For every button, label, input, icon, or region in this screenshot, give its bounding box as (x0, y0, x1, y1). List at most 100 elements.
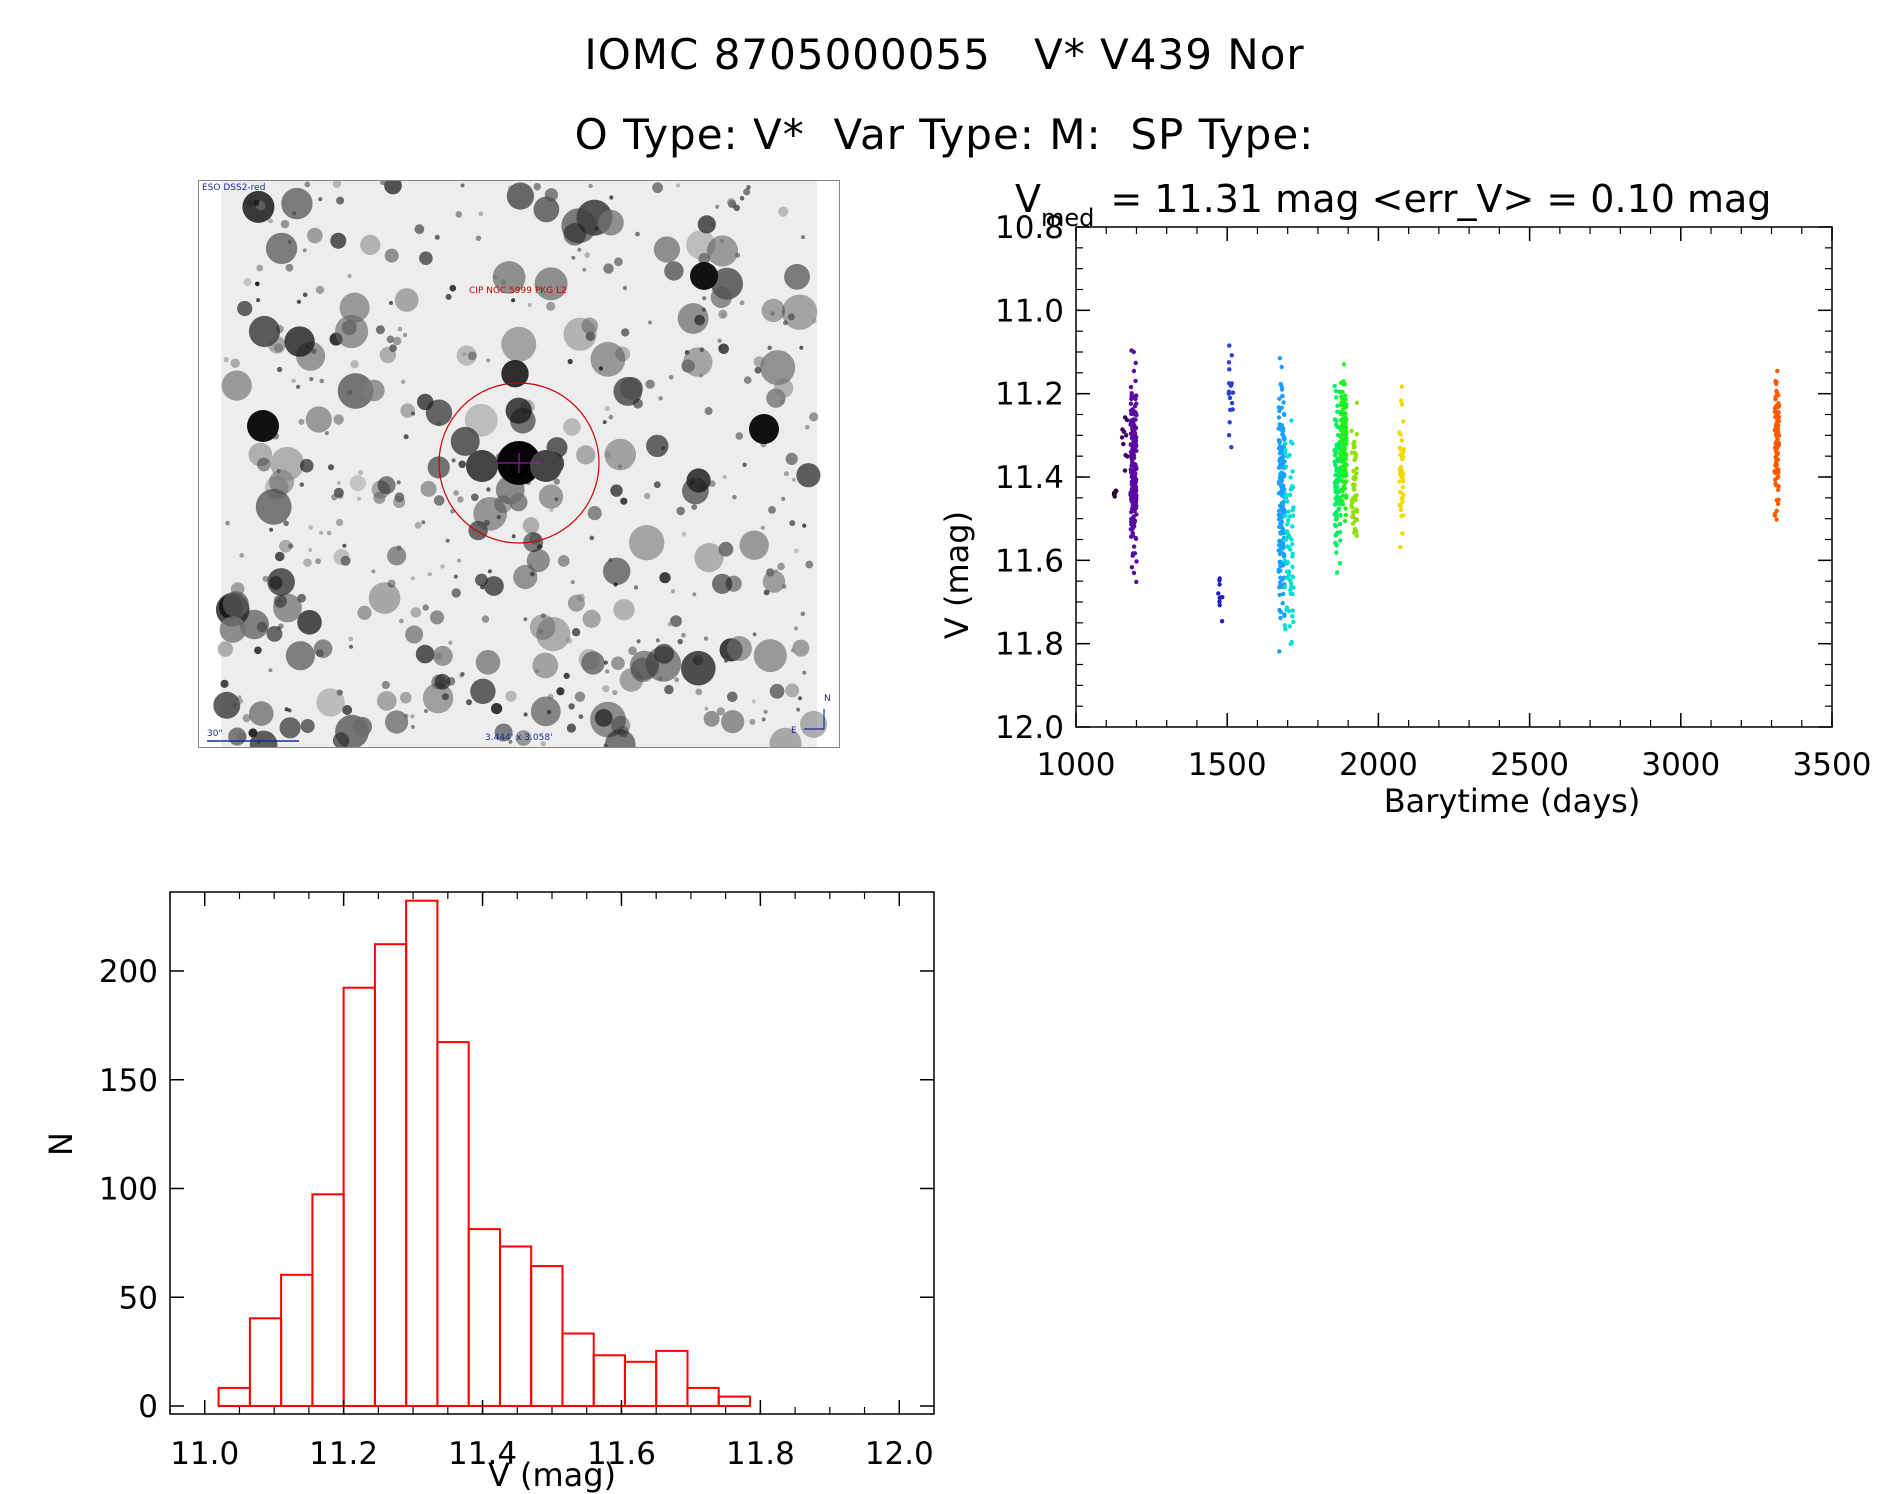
data-point (1353, 455, 1358, 461)
star (675, 183, 681, 188)
data-point (1278, 381, 1283, 387)
star (283, 520, 289, 527)
star (273, 594, 287, 608)
data-point (1288, 439, 1294, 444)
star (689, 480, 694, 485)
star (350, 360, 359, 369)
histogram-bar (311, 1193, 345, 1407)
data-point (1288, 581, 1294, 586)
star (614, 257, 623, 267)
star (400, 691, 412, 704)
star (533, 182, 541, 191)
star (753, 639, 787, 673)
data-point (1280, 493, 1285, 498)
star (310, 348, 317, 355)
data-point (1287, 545, 1292, 551)
star (460, 671, 465, 677)
data-point (1397, 445, 1403, 451)
data-point (1337, 530, 1343, 535)
data-point (1277, 396, 1282, 401)
star (411, 411, 415, 416)
star (471, 493, 479, 502)
star (529, 532, 541, 545)
data-point (1399, 384, 1404, 389)
star (491, 703, 503, 715)
star (309, 377, 314, 382)
star (792, 639, 810, 657)
star (466, 699, 472, 706)
data-point (1354, 400, 1360, 405)
data-point (1335, 424, 1341, 430)
data-point (1134, 448, 1139, 453)
data-point (1280, 393, 1285, 399)
data-point (1276, 415, 1282, 420)
star (330, 232, 347, 249)
star (692, 592, 697, 597)
data-point (1283, 464, 1289, 469)
data-point (1343, 432, 1348, 437)
star (422, 604, 429, 611)
star (220, 679, 229, 688)
star (739, 300, 745, 306)
star (648, 320, 652, 325)
data-point (1349, 500, 1355, 505)
y-tick-label: 10.8 (995, 210, 1064, 246)
data-point (1216, 591, 1221, 596)
data-point (1338, 538, 1343, 543)
star (377, 476, 396, 495)
star (268, 576, 283, 590)
data-point (1279, 529, 1285, 535)
star (632, 398, 643, 409)
data-point (1776, 401, 1781, 406)
data-point (1335, 403, 1340, 408)
sky-margin-right (817, 181, 839, 747)
star (358, 470, 363, 476)
star (661, 446, 666, 451)
data-point (1397, 502, 1402, 508)
data-point (1290, 469, 1295, 474)
star (332, 732, 350, 747)
star (677, 303, 709, 334)
star (276, 366, 283, 373)
data-point (1128, 384, 1134, 390)
star (570, 580, 575, 585)
star (566, 637, 573, 644)
data-point (1354, 471, 1359, 476)
star (796, 463, 821, 488)
star (333, 414, 344, 425)
star (357, 496, 361, 501)
star (387, 546, 407, 566)
star (445, 293, 452, 300)
star (781, 496, 786, 501)
star (509, 492, 528, 512)
star (451, 588, 461, 598)
data-point (1276, 479, 1282, 485)
data-point (1334, 500, 1339, 506)
star (285, 641, 315, 671)
star (574, 691, 586, 702)
data-point (1776, 484, 1781, 489)
data-point (1343, 397, 1348, 402)
star (534, 267, 568, 301)
star (527, 303, 532, 307)
star (255, 488, 292, 525)
star (532, 652, 559, 679)
star (424, 709, 428, 713)
star (458, 460, 467, 469)
star (352, 717, 372, 737)
star (612, 689, 618, 696)
star (225, 520, 230, 526)
star (223, 357, 229, 363)
star (467, 351, 477, 361)
data-point (1773, 397, 1778, 402)
data-point (1277, 559, 1282, 565)
x-tick-label: 11.8 (726, 1436, 795, 1472)
star (379, 346, 397, 364)
data-point (1334, 486, 1339, 491)
star (239, 553, 244, 558)
star (219, 616, 247, 643)
data-point (1773, 448, 1779, 454)
data-point (1776, 467, 1781, 472)
data-point (1774, 381, 1779, 387)
star (384, 248, 399, 263)
